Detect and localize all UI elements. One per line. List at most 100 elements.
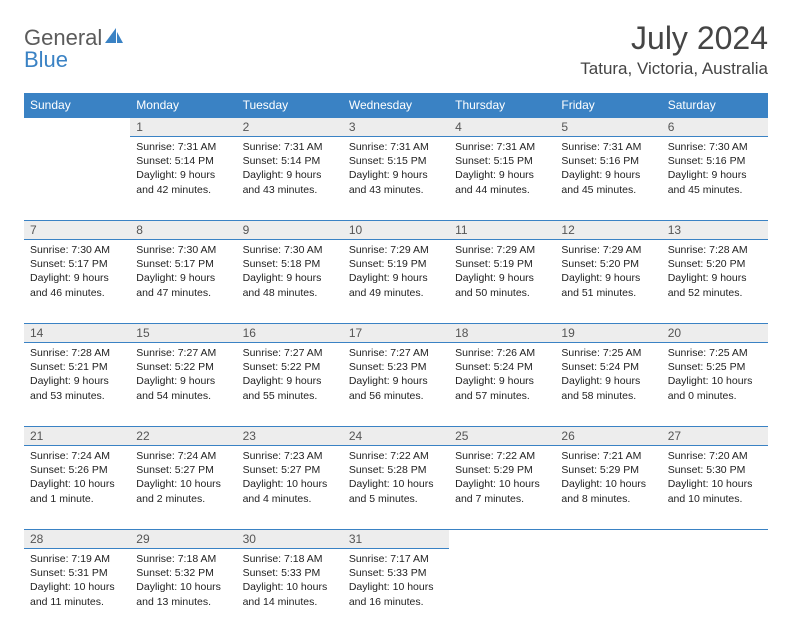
weekday-header: Thursday — [449, 93, 555, 118]
sunset-text: Sunset: 5:24 PM — [561, 360, 655, 374]
sunset-text: Sunset: 5:15 PM — [349, 154, 443, 168]
day-content: Sunrise: 7:20 AMSunset: 5:30 PMDaylight:… — [662, 446, 768, 512]
week-row: Sunrise: 7:28 AMSunset: 5:21 PMDaylight:… — [24, 343, 768, 427]
day-cell: Sunrise: 7:29 AMSunset: 5:19 PMDaylight:… — [449, 240, 555, 324]
daylight-text: Daylight: 9 hours and 56 minutes. — [349, 374, 443, 402]
day-cell: Sunrise: 7:18 AMSunset: 5:33 PMDaylight:… — [237, 549, 343, 633]
weekday-header: Wednesday — [343, 93, 449, 118]
day-cell: Sunrise: 7:31 AMSunset: 5:16 PMDaylight:… — [555, 137, 661, 221]
day-number: 28 — [24, 530, 130, 549]
sunset-text: Sunset: 5:22 PM — [243, 360, 337, 374]
daylight-text: Daylight: 10 hours and 16 minutes. — [349, 580, 443, 608]
sunrise-text: Sunrise: 7:29 AM — [455, 243, 549, 257]
daynum-row: 78910111213 — [24, 221, 768, 240]
daylight-text: Daylight: 9 hours and 42 minutes. — [136, 168, 230, 196]
week-row: Sunrise: 7:19 AMSunset: 5:31 PMDaylight:… — [24, 549, 768, 633]
daylight-text: Daylight: 9 hours and 58 minutes. — [561, 374, 655, 402]
day-content: Sunrise: 7:31 AMSunset: 5:14 PMDaylight:… — [130, 137, 236, 203]
location-text: Tatura, Victoria, Australia — [580, 59, 768, 79]
day-content: Sunrise: 7:19 AMSunset: 5:31 PMDaylight:… — [24, 549, 130, 615]
daylight-text: Daylight: 10 hours and 8 minutes. — [561, 477, 655, 505]
logo-line1: General — [24, 27, 102, 49]
day-number: 21 — [24, 427, 130, 446]
title-block: July 2024 Tatura, Victoria, Australia — [580, 20, 768, 79]
sunset-text: Sunset: 5:33 PM — [243, 566, 337, 580]
sunset-text: Sunset: 5:20 PM — [561, 257, 655, 271]
day-content: Sunrise: 7:27 AMSunset: 5:22 PMDaylight:… — [237, 343, 343, 409]
sunset-text: Sunset: 5:22 PM — [136, 360, 230, 374]
sunrise-text: Sunrise: 7:31 AM — [349, 140, 443, 154]
sunset-text: Sunset: 5:15 PM — [455, 154, 549, 168]
day-content: Sunrise: 7:30 AMSunset: 5:17 PMDaylight:… — [24, 240, 130, 306]
daylight-text: Daylight: 9 hours and 49 minutes. — [349, 271, 443, 299]
daylight-text: Daylight: 9 hours and 44 minutes. — [455, 168, 549, 196]
day-number: 7 — [24, 221, 130, 240]
sunset-text: Sunset: 5:17 PM — [30, 257, 124, 271]
daylight-text: Daylight: 9 hours and 46 minutes. — [30, 271, 124, 299]
sunset-text: Sunset: 5:16 PM — [561, 154, 655, 168]
day-cell: Sunrise: 7:30 AMSunset: 5:16 PMDaylight:… — [662, 137, 768, 221]
day-cell: Sunrise: 7:23 AMSunset: 5:27 PMDaylight:… — [237, 446, 343, 530]
day-content: Sunrise: 7:27 AMSunset: 5:22 PMDaylight:… — [130, 343, 236, 409]
daylight-text: Daylight: 10 hours and 4 minutes. — [243, 477, 337, 505]
daylight-text: Daylight: 10 hours and 2 minutes. — [136, 477, 230, 505]
sunset-text: Sunset: 5:29 PM — [561, 463, 655, 477]
day-number: 13 — [662, 221, 768, 240]
day-number: 19 — [555, 324, 661, 343]
day-number: 2 — [237, 118, 343, 137]
day-content: Sunrise: 7:29 AMSunset: 5:19 PMDaylight:… — [449, 240, 555, 306]
day-content: Sunrise: 7:31 AMSunset: 5:15 PMDaylight:… — [343, 137, 449, 203]
daylight-text: Daylight: 10 hours and 1 minute. — [30, 477, 124, 505]
daylight-text: Daylight: 9 hours and 54 minutes. — [136, 374, 230, 402]
daylight-text: Daylight: 10 hours and 0 minutes. — [668, 374, 762, 402]
day-content: Sunrise: 7:22 AMSunset: 5:29 PMDaylight:… — [449, 446, 555, 512]
day-cell: Sunrise: 7:29 AMSunset: 5:20 PMDaylight:… — [555, 240, 661, 324]
day-number: 29 — [130, 530, 236, 549]
day-content: Sunrise: 7:27 AMSunset: 5:23 PMDaylight:… — [343, 343, 449, 409]
sunrise-text: Sunrise: 7:22 AM — [455, 449, 549, 463]
logo-text-block: General Blue — [24, 26, 124, 71]
sunrise-text: Sunrise: 7:20 AM — [668, 449, 762, 463]
day-content: Sunrise: 7:18 AMSunset: 5:33 PMDaylight:… — [237, 549, 343, 615]
sunset-text: Sunset: 5:25 PM — [668, 360, 762, 374]
daylight-text: Daylight: 9 hours and 43 minutes. — [243, 168, 337, 196]
sunrise-text: Sunrise: 7:30 AM — [668, 140, 762, 154]
day-cell: Sunrise: 7:17 AMSunset: 5:33 PMDaylight:… — [343, 549, 449, 633]
page-title: July 2024 — [580, 20, 768, 57]
sunrise-text: Sunrise: 7:17 AM — [349, 552, 443, 566]
sunset-text: Sunset: 5:27 PM — [243, 463, 337, 477]
daynum-row: 21222324252627 — [24, 427, 768, 446]
day-cell: Sunrise: 7:20 AMSunset: 5:30 PMDaylight:… — [662, 446, 768, 530]
day-cell: Sunrise: 7:28 AMSunset: 5:21 PMDaylight:… — [24, 343, 130, 427]
logo-line2: Blue — [24, 49, 124, 71]
sunset-text: Sunset: 5:14 PM — [243, 154, 337, 168]
sunset-text: Sunset: 5:16 PM — [668, 154, 762, 168]
day-cell: Sunrise: 7:31 AMSunset: 5:15 PMDaylight:… — [343, 137, 449, 221]
day-cell: Sunrise: 7:25 AMSunset: 5:24 PMDaylight:… — [555, 343, 661, 427]
sunset-text: Sunset: 5:26 PM — [30, 463, 124, 477]
calendar-table: Sunday Monday Tuesday Wednesday Thursday… — [24, 93, 768, 633]
day-cell: Sunrise: 7:25 AMSunset: 5:25 PMDaylight:… — [662, 343, 768, 427]
daynum-row: 14151617181920 — [24, 324, 768, 343]
sunrise-text: Sunrise: 7:22 AM — [349, 449, 443, 463]
day-cell: Sunrise: 7:31 AMSunset: 5:14 PMDaylight:… — [237, 137, 343, 221]
day-number: 14 — [24, 324, 130, 343]
day-number: 20 — [662, 324, 768, 343]
day-content: Sunrise: 7:31 AMSunset: 5:14 PMDaylight:… — [237, 137, 343, 203]
sunrise-text: Sunrise: 7:18 AM — [136, 552, 230, 566]
day-cell: Sunrise: 7:22 AMSunset: 5:29 PMDaylight:… — [449, 446, 555, 530]
sunrise-text: Sunrise: 7:25 AM — [561, 346, 655, 360]
sunrise-text: Sunrise: 7:28 AM — [668, 243, 762, 257]
sunrise-text: Sunrise: 7:27 AM — [349, 346, 443, 360]
sunset-text: Sunset: 5:27 PM — [136, 463, 230, 477]
day-cell: Sunrise: 7:27 AMSunset: 5:22 PMDaylight:… — [237, 343, 343, 427]
day-cell: Sunrise: 7:30 AMSunset: 5:17 PMDaylight:… — [130, 240, 236, 324]
day-content: Sunrise: 7:29 AMSunset: 5:19 PMDaylight:… — [343, 240, 449, 306]
sunrise-text: Sunrise: 7:28 AM — [30, 346, 124, 360]
weekday-header: Friday — [555, 93, 661, 118]
day-content: Sunrise: 7:25 AMSunset: 5:25 PMDaylight:… — [662, 343, 768, 409]
day-cell: Sunrise: 7:30 AMSunset: 5:18 PMDaylight:… — [237, 240, 343, 324]
sunset-text: Sunset: 5:18 PM — [243, 257, 337, 271]
sunrise-text: Sunrise: 7:18 AM — [243, 552, 337, 566]
daylight-text: Daylight: 9 hours and 51 minutes. — [561, 271, 655, 299]
